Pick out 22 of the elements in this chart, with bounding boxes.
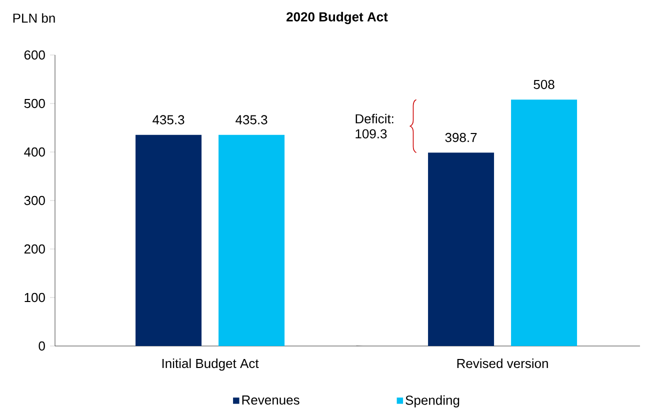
y-tick-label: 0: [38, 341, 45, 351]
legend-label: Spending: [406, 395, 460, 408]
y-tick-label: 400: [24, 147, 45, 157]
y-axis-title: PLN bn: [13, 13, 55, 23]
annotation: Deficit: 109.3: [356, 114, 394, 138]
data-label: 508: [534, 80, 554, 90]
x-tick-label: Initial Budget Act: [162, 358, 259, 371]
data-label: 435.3: [236, 115, 268, 124]
chart-title: 2020 Budget Act: [286, 12, 388, 24]
bar: [511, 100, 578, 346]
legend-label: Revenues: [242, 396, 300, 405]
y-tick-label: 200: [24, 244, 45, 254]
bar: [428, 152, 494, 346]
bar: [218, 134, 285, 346]
data-label: 398.7: [445, 132, 477, 142]
y-tick-label: 300: [24, 196, 45, 206]
x-tick-label: Revised version: [457, 358, 548, 368]
bar: [136, 134, 202, 346]
y-tick-label: 600: [24, 50, 45, 60]
data-label: 435.3: [152, 115, 184, 124]
y-tick-label: 100: [24, 292, 45, 302]
y-tick-label: 500: [24, 98, 45, 108]
